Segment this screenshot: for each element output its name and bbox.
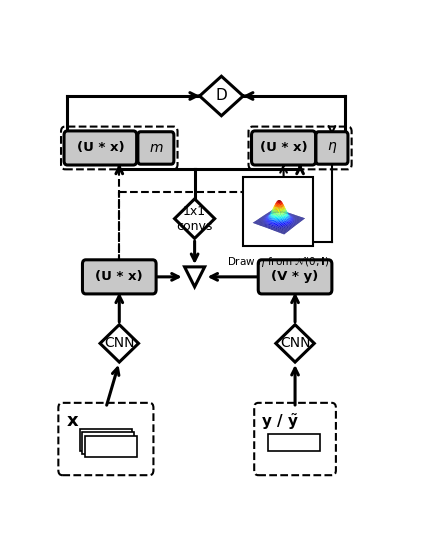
Text: (U * x): (U * x) (260, 141, 308, 154)
FancyBboxPatch shape (83, 260, 156, 294)
Text: 1x1
convs: 1x1 convs (176, 205, 213, 233)
Polygon shape (184, 267, 205, 287)
Text: CNN: CNN (280, 336, 310, 350)
Text: $m$: $m$ (149, 141, 163, 155)
Bar (243, 177, 314, 246)
Text: (U * x): (U * x) (76, 141, 124, 154)
Text: $\mathbf{x}$: $\mathbf{x}$ (66, 412, 79, 430)
FancyBboxPatch shape (61, 126, 178, 170)
Bar (268, 434, 320, 451)
Text: CNN: CNN (104, 336, 134, 350)
Polygon shape (175, 199, 215, 238)
FancyBboxPatch shape (58, 403, 153, 475)
FancyBboxPatch shape (64, 131, 137, 165)
Bar (85, 436, 137, 457)
Polygon shape (200, 76, 243, 116)
Polygon shape (276, 325, 314, 362)
Text: D: D (216, 89, 227, 104)
FancyBboxPatch shape (248, 126, 352, 170)
Text: (U * x): (U * x) (95, 271, 143, 284)
FancyBboxPatch shape (254, 403, 336, 475)
Text: $\mathbf{y}$ / $\mathbf{\tilde{y}}$: $\mathbf{y}$ / $\mathbf{\tilde{y}}$ (261, 412, 299, 432)
Bar (79, 429, 131, 451)
FancyBboxPatch shape (138, 132, 174, 164)
Text: Draw $\eta$ from $\mathcal{N}(0, \mathbf{I})$: Draw $\eta$ from $\mathcal{N}(0, \mathbf… (227, 255, 330, 269)
Text: $\eta$: $\eta$ (327, 140, 337, 156)
Bar (82, 433, 134, 454)
Text: (V * y): (V * y) (271, 271, 319, 284)
FancyBboxPatch shape (251, 131, 316, 165)
FancyBboxPatch shape (316, 132, 348, 164)
Polygon shape (100, 325, 139, 362)
FancyBboxPatch shape (258, 260, 332, 294)
